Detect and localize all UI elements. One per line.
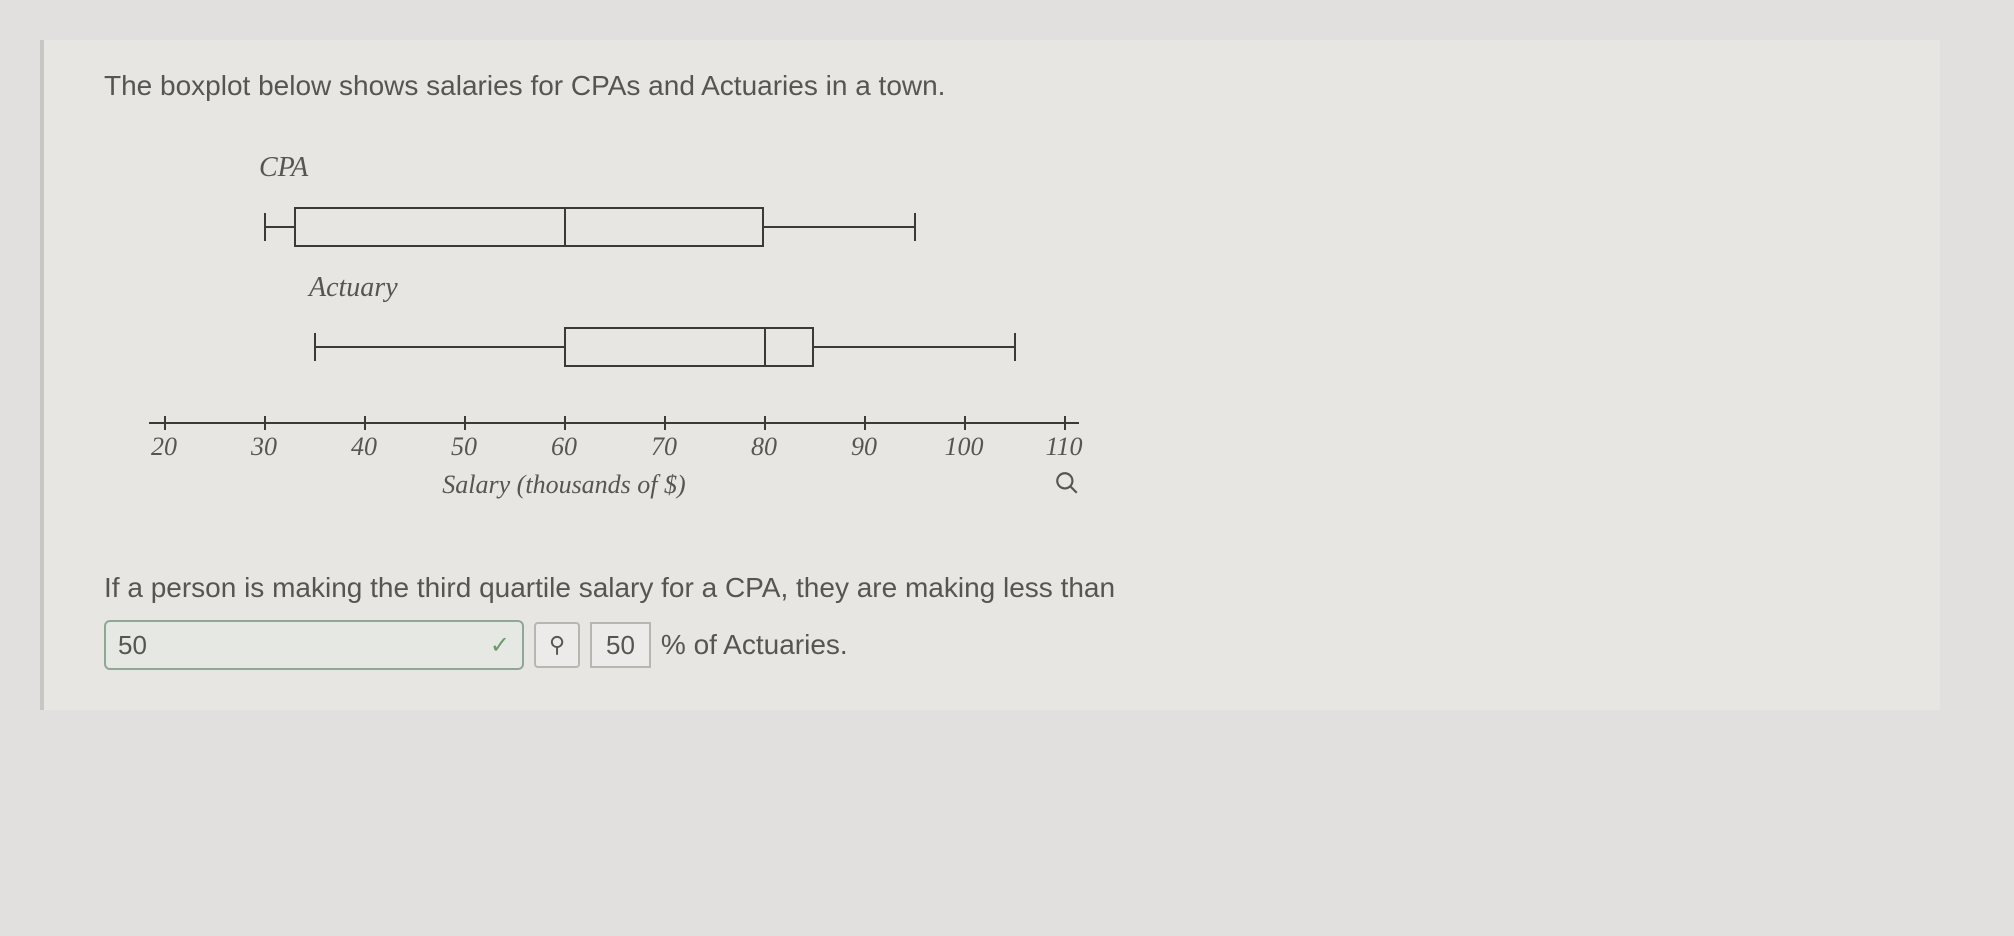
tick-label: 70 (651, 432, 677, 462)
tick-label: 30 (251, 432, 277, 462)
tick (1064, 416, 1066, 430)
boxplot-actuary (164, 322, 1164, 372)
answer-input[interactable]: 50 ✓ (104, 620, 524, 670)
x-axis (149, 422, 1079, 424)
correct-answer-box: 50 (590, 622, 651, 668)
series-label-cpa: CPA (259, 152, 308, 184)
question-text-before: If a person is making the third quartile… (104, 572, 1880, 604)
question-text-after: % of Actuaries. (661, 629, 848, 661)
check-icon: ✓ (490, 631, 510, 660)
tick-label: 100 (945, 432, 984, 462)
tick (764, 416, 766, 430)
tick (564, 416, 566, 430)
whisker-left (264, 226, 294, 228)
cap-min (264, 213, 266, 241)
cap-max (1014, 333, 1016, 361)
whisker-right (814, 346, 1014, 348)
tick (364, 416, 366, 430)
boxplot-chart: CPAActuary2030405060708090100110Salary (… (164, 142, 1164, 522)
cap-min (314, 333, 316, 361)
user-answer-value: 50 (118, 630, 147, 661)
tick-label: 40 (351, 432, 377, 462)
prompt-text: The boxplot below shows salaries for CPA… (104, 70, 1880, 102)
tick-label: 20 (151, 432, 177, 462)
tick (164, 416, 166, 430)
tick-label: 50 (451, 432, 477, 462)
magnify-icon[interactable] (1054, 470, 1080, 503)
retry-icon: ⚲ (549, 632, 565, 658)
series-label-actuary: Actuary (309, 272, 398, 304)
tick-label: 60 (551, 432, 577, 462)
tick-label: 110 (1045, 432, 1082, 462)
whisker-right (764, 226, 914, 228)
tick-label: 90 (851, 432, 877, 462)
answer-section: If a person is making the third quartile… (104, 572, 1880, 670)
box (294, 207, 764, 247)
median-line (764, 327, 766, 367)
x-axis-title: Salary (thousands of $) (442, 470, 685, 500)
question-container: The boxplot below shows salaries for CPA… (40, 40, 1940, 710)
whisker-left (314, 346, 564, 348)
tick (464, 416, 466, 430)
retry-button[interactable]: ⚲ (534, 622, 580, 668)
cap-max (914, 213, 916, 241)
boxplot-cpa (164, 202, 1164, 252)
tick-label: 80 (751, 432, 777, 462)
median-line (564, 207, 566, 247)
box (564, 327, 814, 367)
tick (864, 416, 866, 430)
tick (964, 416, 966, 430)
tick (264, 416, 266, 430)
tick (664, 416, 666, 430)
